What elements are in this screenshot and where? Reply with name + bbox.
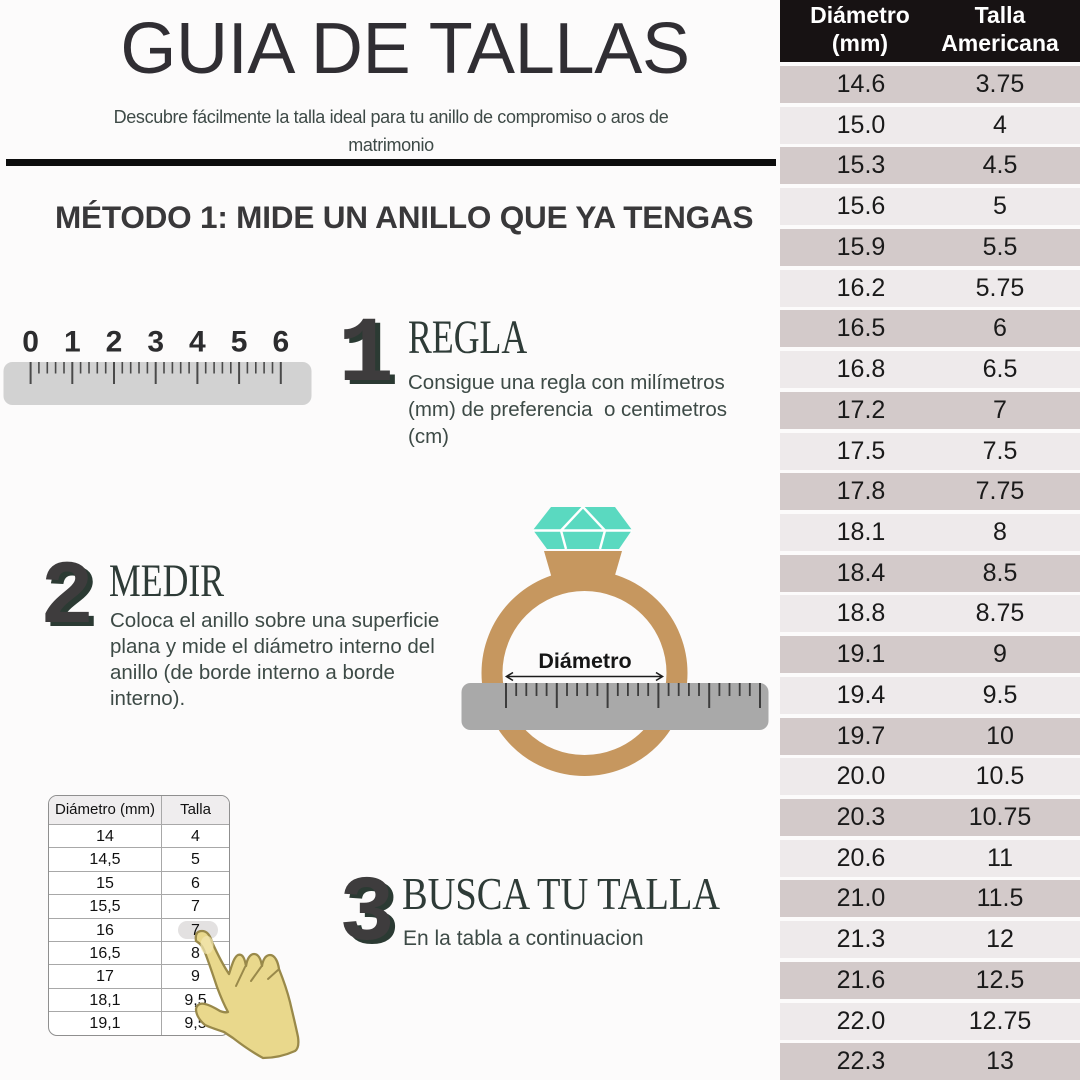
svg-text:5: 5 [231,326,248,359]
svg-text:4: 4 [189,326,206,359]
svg-text:1: 1 [64,326,81,359]
svg-text:6: 6 [272,326,289,359]
svg-text:Diámetro: Diámetro [538,649,631,673]
svg-text:2: 2 [106,326,123,359]
svg-text:0: 0 [22,326,39,359]
svg-text:3: 3 [147,326,164,359]
